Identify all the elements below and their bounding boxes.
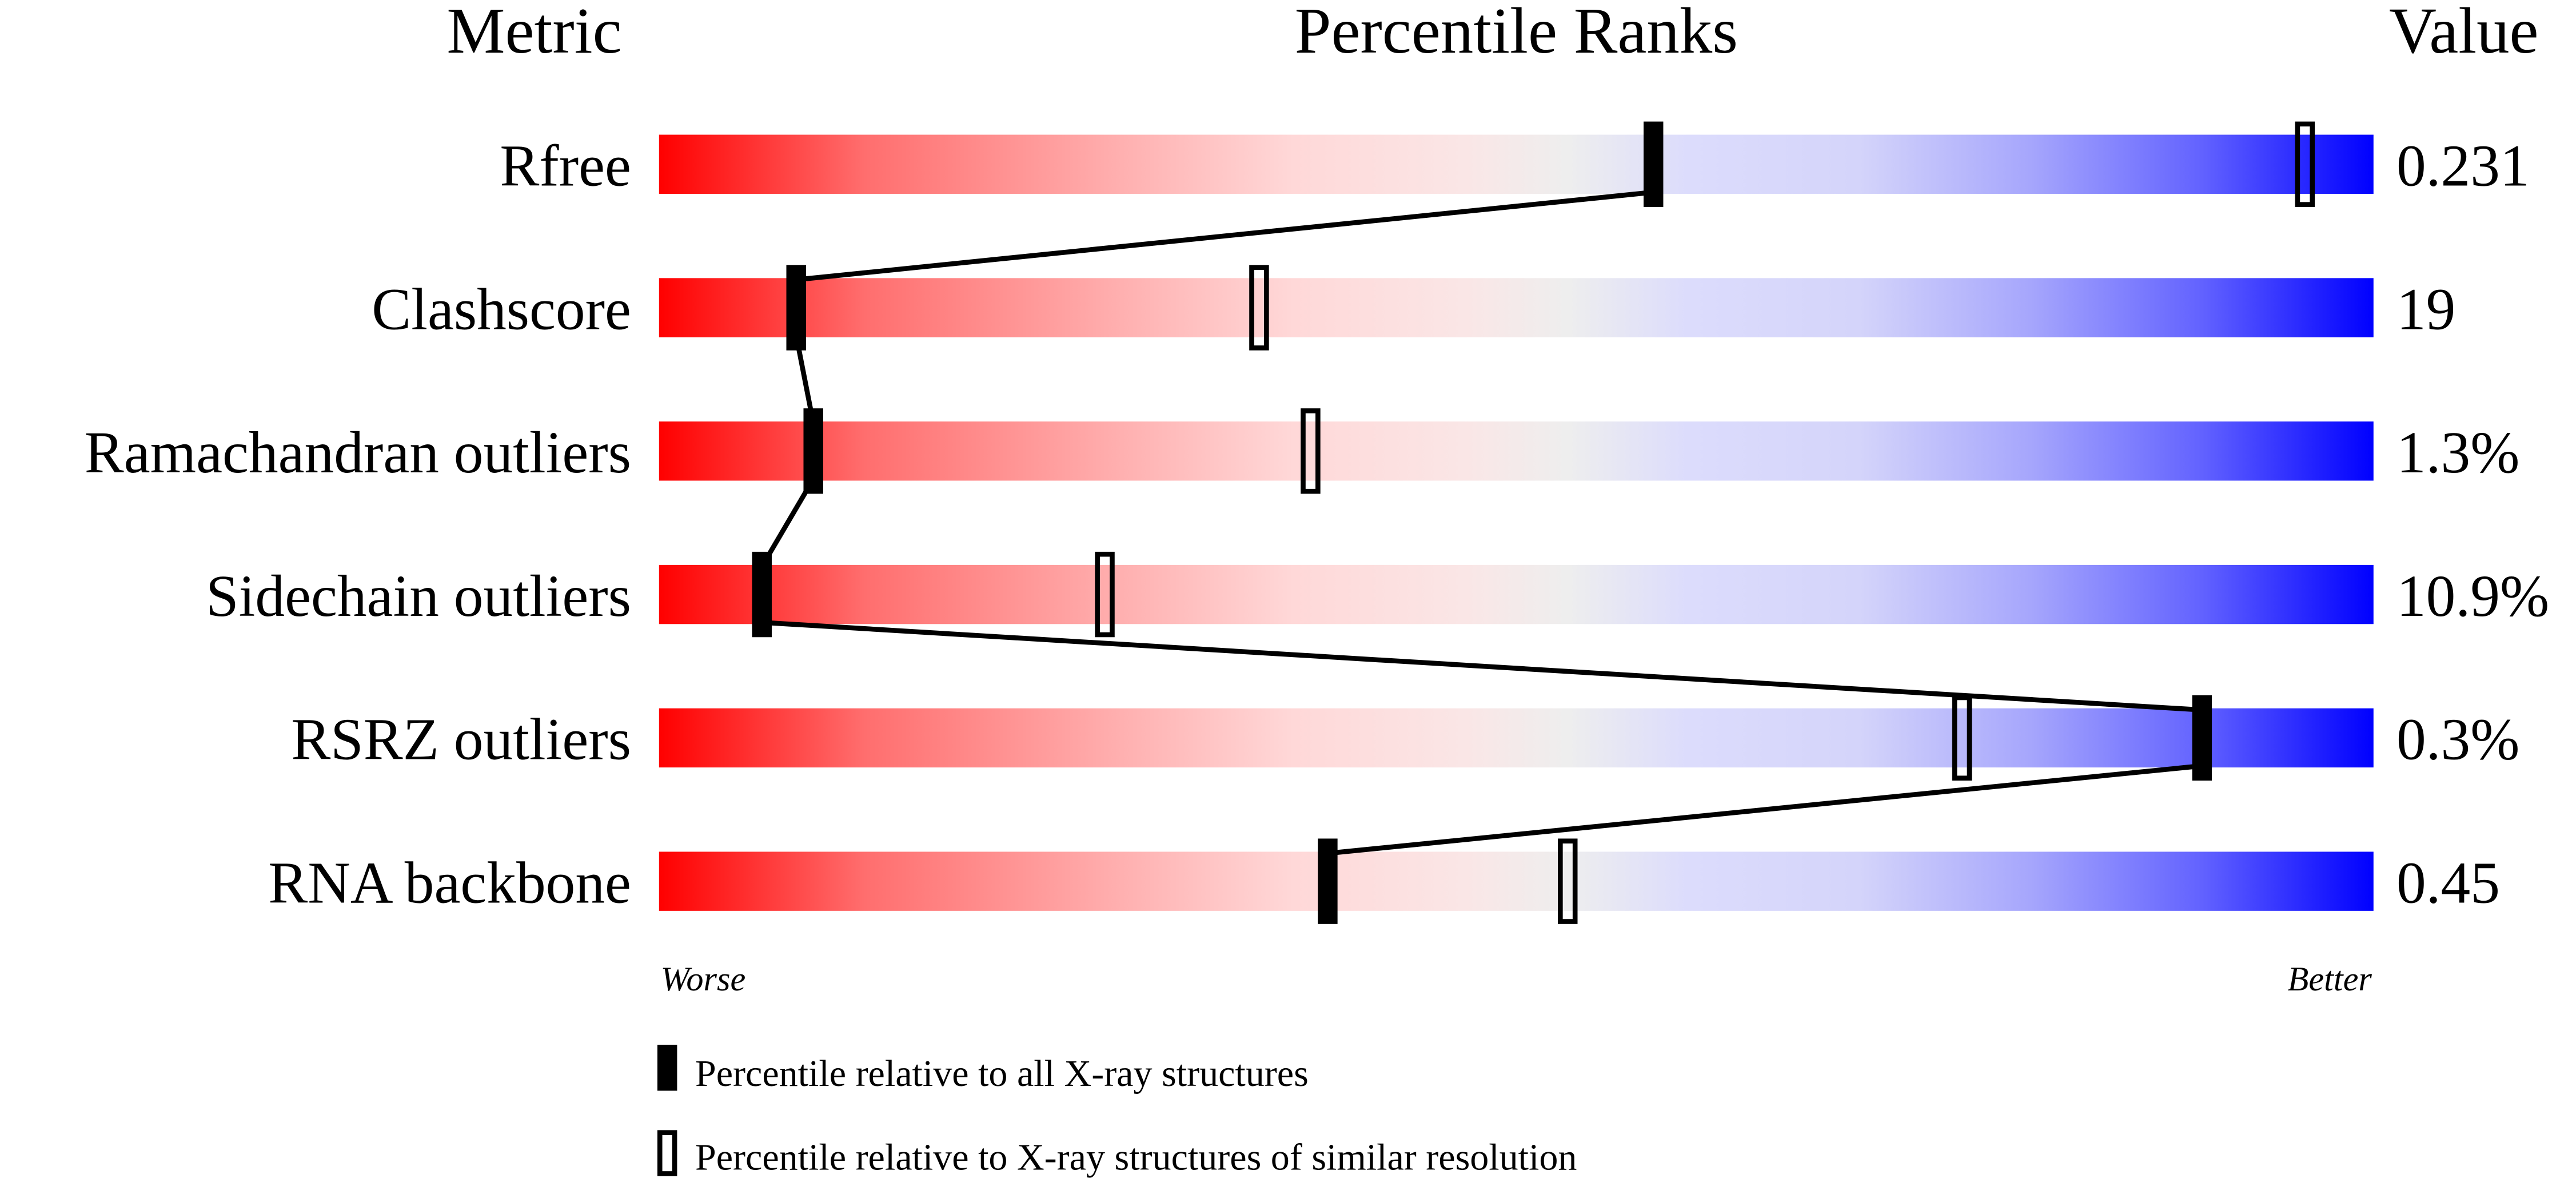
legend-hollow-label: Percentile relative to X-ray structures … — [695, 1136, 1577, 1178]
axis-worse-label: Worse — [661, 960, 746, 998]
metric-label: Ramachandran outliers — [85, 420, 631, 485]
percentile-bar — [659, 278, 2374, 337]
metric-value: 19 — [2396, 277, 2455, 342]
axis-better-label: Better — [2288, 960, 2372, 998]
metric-label: RNA backbone — [268, 850, 631, 916]
all-structures-marker — [2192, 695, 2212, 781]
metric-value: 1.3% — [2396, 420, 2519, 485]
metric-label: Sidechain outliers — [206, 564, 631, 629]
legend-filled-label: Percentile relative to all X-ray structu… — [695, 1053, 1309, 1095]
legend-hollow-marker-icon — [657, 1130, 677, 1176]
metric-value: 0.231 — [2396, 134, 2530, 199]
percentile-bar — [659, 564, 2374, 624]
percentile-bar — [659, 851, 2374, 911]
percentile-bar — [659, 134, 2374, 194]
all-structures-marker — [786, 265, 806, 351]
all-structures-marker — [752, 551, 772, 638]
similar-resolution-marker — [1249, 265, 1269, 351]
metric-value: 0.3% — [2396, 707, 2519, 773]
all-structures-marker — [803, 408, 823, 494]
percentile-bar — [659, 421, 2374, 481]
header-metric: Metric — [446, 0, 621, 67]
legend-filled-marker-icon — [657, 1044, 677, 1091]
all-structures-marker — [1318, 838, 1338, 924]
percentile-bar — [659, 708, 2374, 768]
similar-resolution-marker — [1558, 838, 1578, 924]
similar-resolution-marker — [2295, 121, 2315, 207]
all-structures-marker — [1643, 121, 1664, 207]
similar-resolution-marker — [1095, 551, 1115, 638]
metric-label: Clashscore — [372, 277, 631, 342]
header-percentile-ranks: Percentile Ranks — [1295, 0, 1738, 67]
metric-value: 0.45 — [2396, 850, 2500, 916]
similar-resolution-marker — [1301, 408, 1321, 494]
metric-label: RSRZ outliers — [291, 707, 631, 773]
header-value: Value — [2389, 0, 2539, 67]
metric-label: Rfree — [500, 134, 631, 199]
metric-value: 10.9% — [2396, 564, 2549, 629]
